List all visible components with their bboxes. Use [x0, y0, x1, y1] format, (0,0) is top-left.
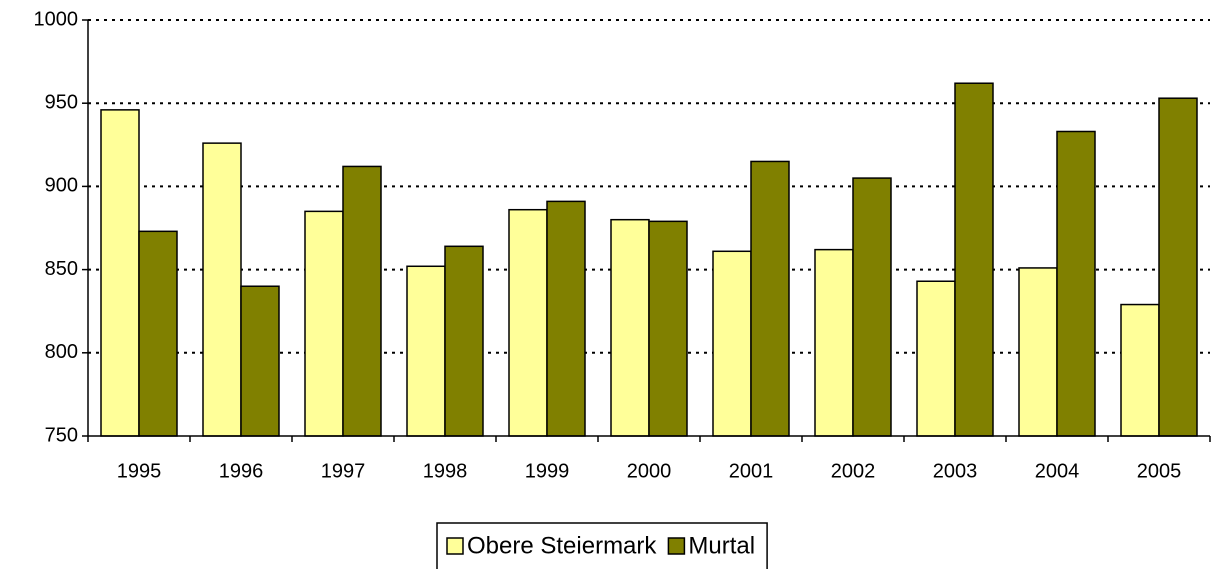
x-tick-label: 1997 — [321, 460, 366, 482]
x-tick-label: 1998 — [423, 460, 468, 482]
y-tick-label: 900 — [45, 175, 78, 197]
bar — [648, 220, 688, 437]
bar — [1158, 97, 1198, 437]
bar — [240, 285, 280, 437]
legend-swatch — [667, 537, 686, 555]
x-tick-label: 1999 — [525, 460, 570, 482]
y-tick-label: 950 — [45, 91, 78, 113]
bar — [1056, 130, 1096, 437]
bar — [406, 265, 446, 437]
bar — [852, 177, 892, 437]
bar — [100, 109, 140, 437]
y-tick-label: 800 — [45, 341, 78, 363]
bar — [342, 165, 382, 437]
bar — [750, 160, 790, 437]
bar — [814, 248, 854, 437]
x-tick-label: 2000 — [627, 460, 672, 482]
x-tick-label: 2003 — [933, 460, 978, 482]
x-tick-label: 1995 — [117, 460, 162, 482]
bar — [1120, 303, 1160, 437]
bar — [1018, 267, 1058, 437]
bar — [202, 142, 242, 437]
bar — [954, 82, 994, 437]
x-tick-label: 2005 — [1137, 460, 1182, 482]
bar — [610, 218, 650, 437]
y-tick-label: 750 — [45, 424, 78, 446]
legend-label: Murtal — [688, 532, 755, 559]
legend — [436, 522, 768, 569]
bar — [508, 208, 548, 437]
y-tick-label: 850 — [45, 258, 78, 280]
bar — [712, 250, 752, 437]
bar — [304, 210, 344, 437]
bar — [444, 245, 484, 437]
bar — [138, 230, 178, 437]
bar — [916, 280, 956, 437]
legend-label: Obere Steiermark — [467, 532, 657, 559]
x-tick-label: 2001 — [729, 460, 774, 482]
bar — [546, 200, 586, 437]
y-tick-label: 1000 — [34, 8, 79, 30]
x-tick-label: 2002 — [831, 460, 876, 482]
x-tick-label: 2004 — [1035, 460, 1080, 482]
x-tick-label: 1996 — [219, 460, 264, 482]
legend-swatch — [446, 537, 464, 555]
